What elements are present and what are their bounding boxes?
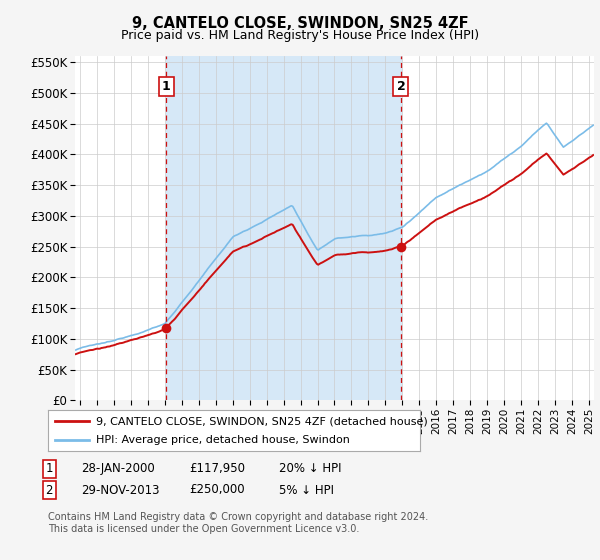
Text: 9, CANTELO CLOSE, SWINDON, SN25 4ZF: 9, CANTELO CLOSE, SWINDON, SN25 4ZF <box>131 16 469 31</box>
Text: 29-NOV-2013: 29-NOV-2013 <box>81 483 160 497</box>
Text: Price paid vs. HM Land Registry's House Price Index (HPI): Price paid vs. HM Land Registry's House … <box>121 29 479 42</box>
Text: Contains HM Land Registry data © Crown copyright and database right 2024.
This d: Contains HM Land Registry data © Crown c… <box>48 512 428 534</box>
Text: £250,000: £250,000 <box>189 483 245 497</box>
Text: 2: 2 <box>397 80 406 94</box>
Text: £117,950: £117,950 <box>189 462 245 475</box>
Text: 9, CANTELO CLOSE, SWINDON, SN25 4ZF (detached house): 9, CANTELO CLOSE, SWINDON, SN25 4ZF (det… <box>97 417 428 426</box>
Text: 28-JAN-2000: 28-JAN-2000 <box>81 462 155 475</box>
Text: HPI: Average price, detached house, Swindon: HPI: Average price, detached house, Swin… <box>97 435 350 445</box>
Text: 1: 1 <box>46 462 53 475</box>
Text: 1: 1 <box>162 80 170 94</box>
Text: 2: 2 <box>46 483 53 497</box>
Text: 20% ↓ HPI: 20% ↓ HPI <box>279 462 341 475</box>
Bar <box>166 56 401 400</box>
Text: 5% ↓ HPI: 5% ↓ HPI <box>279 483 334 497</box>
